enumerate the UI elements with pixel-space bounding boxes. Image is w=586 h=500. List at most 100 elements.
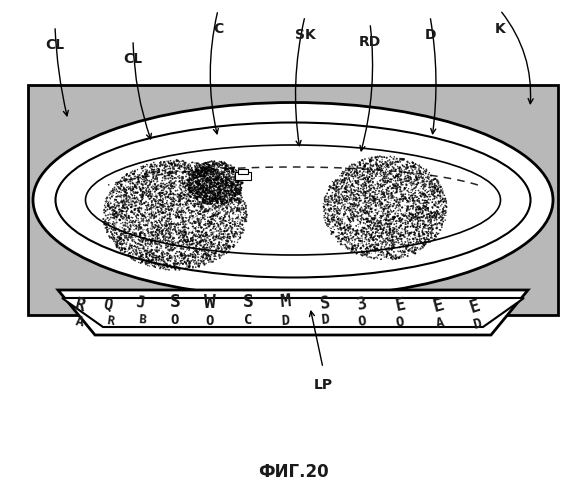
Point [420, 172, 430, 179]
Point [171, 244, 180, 252]
Point [187, 184, 196, 192]
Point [179, 222, 188, 230]
Point [190, 174, 199, 182]
Point [394, 248, 404, 256]
Point [219, 178, 228, 186]
Point [363, 222, 373, 230]
Point [362, 240, 371, 248]
Point [335, 197, 344, 205]
Point [161, 160, 171, 168]
Point [412, 168, 421, 176]
Point [200, 164, 210, 172]
Point [156, 202, 166, 209]
Point [202, 244, 212, 252]
Point [212, 174, 221, 182]
Point [418, 182, 427, 190]
Point [360, 182, 369, 190]
Point [377, 232, 386, 240]
Point [403, 177, 413, 185]
Point [408, 242, 417, 250]
Point [151, 209, 161, 217]
Point [430, 192, 440, 200]
Point [202, 196, 211, 204]
Point [417, 164, 426, 172]
Point [162, 190, 171, 198]
Text: D: D [281, 314, 289, 328]
Point [219, 172, 228, 179]
Point [405, 210, 414, 218]
Point [221, 160, 230, 168]
Point [356, 204, 366, 212]
Point [229, 210, 238, 218]
Point [428, 229, 437, 237]
Point [326, 212, 336, 220]
Point [121, 235, 131, 243]
Point [103, 206, 112, 214]
Point [190, 188, 199, 196]
Point [150, 184, 159, 192]
Point [384, 246, 394, 254]
Point [357, 239, 367, 247]
Point [122, 194, 132, 202]
Point [138, 172, 147, 180]
Point [343, 200, 353, 207]
Point [227, 196, 236, 203]
Point [188, 252, 197, 260]
Point [360, 170, 369, 178]
Point [340, 224, 349, 232]
Point [210, 193, 219, 201]
Point [415, 188, 424, 196]
Point [384, 245, 394, 253]
Point [430, 194, 440, 202]
Point [328, 184, 338, 192]
Point [189, 244, 198, 252]
Point [194, 231, 203, 239]
Point [104, 221, 114, 229]
Point [391, 166, 400, 174]
Point [218, 228, 227, 235]
Point [422, 201, 431, 209]
Point [196, 190, 206, 198]
Point [155, 252, 164, 260]
Point [203, 198, 212, 206]
Point [158, 196, 168, 204]
Point [192, 223, 201, 231]
Point [183, 181, 192, 189]
Point [427, 210, 436, 218]
Point [189, 218, 199, 226]
Point [118, 227, 128, 235]
Point [184, 230, 193, 238]
Point [426, 186, 435, 194]
Point [175, 192, 185, 200]
Point [400, 177, 410, 185]
Point [352, 164, 362, 172]
Point [164, 250, 173, 258]
Point [209, 185, 219, 193]
Point [367, 162, 377, 170]
Point [180, 244, 190, 252]
Point [164, 192, 173, 200]
Point [354, 234, 363, 242]
Point [226, 222, 236, 230]
Point [177, 244, 186, 252]
Point [184, 200, 193, 208]
Point [207, 200, 216, 208]
Point [212, 170, 221, 177]
Point [353, 217, 363, 225]
Point [376, 176, 386, 184]
Point [392, 234, 401, 242]
Point [329, 228, 339, 236]
Point [354, 191, 363, 199]
Point [159, 214, 168, 222]
Point [111, 190, 121, 198]
Point [193, 234, 202, 242]
Point [172, 252, 181, 260]
Point [436, 202, 445, 210]
Point [220, 173, 230, 181]
Text: K: K [495, 22, 505, 36]
Point [164, 169, 173, 177]
Point [138, 167, 148, 175]
Point [186, 192, 196, 200]
Point [126, 223, 135, 231]
Point [219, 185, 228, 193]
